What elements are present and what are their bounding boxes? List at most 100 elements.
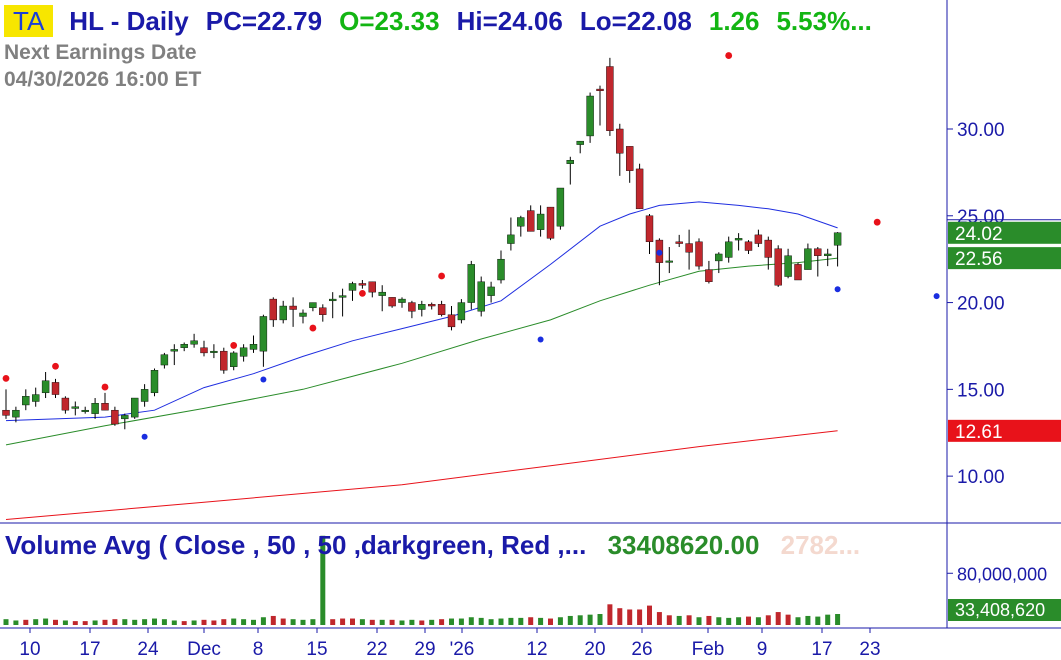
candle-up — [41, 380, 50, 394]
volume-bar-up — [399, 620, 405, 625]
volume-bar-up — [43, 618, 49, 625]
volume-bar-down — [666, 615, 672, 625]
volume-bar-up — [795, 617, 801, 625]
volume-bar-up — [171, 620, 177, 625]
volume-bar-up — [557, 617, 563, 625]
volume-bar-up — [132, 619, 138, 625]
time-tick-label: 10 — [19, 639, 40, 660]
volume-bar-up — [122, 619, 128, 625]
volume-bar-down — [280, 618, 286, 625]
volume-bar-down — [528, 617, 534, 625]
volume-bar-up — [310, 619, 316, 625]
volume-bar-down — [340, 618, 346, 625]
candle-up — [804, 248, 812, 270]
volume-study-label[interactable]: Volume Avg ( Close , 50 , 50 ,darkgreen,… — [5, 530, 587, 560]
candle-up — [91, 403, 99, 414]
candle-down — [685, 243, 693, 253]
pivot-low-dot — [537, 336, 544, 343]
volume-bar-down — [647, 605, 652, 625]
candle-down — [269, 298, 277, 321]
volume-bar-up — [458, 618, 464, 625]
volume-bar-up — [676, 615, 682, 625]
volume-bar-up — [161, 619, 167, 625]
volume-bar-down — [350, 618, 355, 625]
time-tick-label: Feb — [692, 639, 725, 660]
volume-bar-up — [815, 616, 821, 625]
candle-down — [705, 269, 713, 282]
quote-header: TA HL - Daily PC=22.79 O=23.33 Hi=24.06 … — [0, 5, 889, 37]
price-tick-label: 15.00 — [957, 380, 1005, 401]
candle-down — [428, 304, 436, 307]
candle-down — [61, 397, 70, 411]
time-tick-label: 29 — [414, 639, 435, 660]
pivot-high-dot — [2, 375, 10, 382]
volume-bar-up — [518, 617, 524, 625]
volume-bar-up — [805, 615, 811, 625]
candle-up — [150, 370, 159, 394]
volume-bar-up — [152, 618, 157, 625]
price-tick-label: 20.00 — [957, 294, 1005, 315]
candle-up — [715, 253, 723, 262]
earnings-label: Next Earnings Date — [4, 41, 197, 64]
price-tick-label: 10.00 — [957, 467, 1005, 488]
last-price-tag — [948, 221, 1061, 244]
volume-bar-up — [429, 619, 435, 625]
low-value: Lo=22.08 — [579, 5, 692, 36]
volume-bar-up — [755, 617, 761, 625]
candle-up — [824, 253, 832, 256]
candle-down — [764, 239, 772, 258]
change-value: 1.26 — [708, 5, 760, 36]
candle-up — [725, 241, 733, 258]
symbol-period[interactable]: HL - Daily — [69, 5, 189, 36]
candle-down — [645, 215, 654, 243]
volume-bar-down — [548, 618, 553, 625]
volume-bar-up — [538, 617, 544, 625]
volume-bar-up — [191, 620, 197, 625]
volume-bar-down — [211, 620, 217, 625]
candle-up — [170, 349, 179, 352]
volume-bar-up — [62, 620, 68, 625]
candle-up — [418, 304, 426, 310]
candle-up — [299, 312, 307, 317]
candle-up — [507, 234, 515, 244]
pivot-low-dot — [933, 293, 940, 300]
candle-down — [388, 297, 396, 307]
ma-long-line — [5, 430, 838, 520]
volume-bar-down — [627, 609, 633, 625]
time-tick-label: 26 — [631, 639, 652, 660]
price-tick-label: 30.00 — [957, 120, 1005, 141]
last-price-text: 24.02 — [955, 224, 1003, 245]
candle-down — [774, 248, 782, 286]
volume-bar-down — [775, 612, 781, 625]
volume-bar-up — [587, 614, 593, 625]
high-value: Hi=24.06 — [456, 5, 563, 36]
time-tick-label: 17 — [79, 639, 100, 660]
candle-up — [279, 305, 287, 321]
candle-down — [111, 409, 119, 425]
candle-down — [408, 302, 416, 312]
pivot-high-dot — [873, 218, 881, 226]
volume-bar-down — [389, 619, 395, 625]
ta-badge[interactable]: TA — [4, 5, 54, 37]
time-tick-label: 17 — [811, 639, 832, 660]
time-tick-label: 12 — [526, 639, 547, 660]
ma-short-line — [5, 201, 838, 422]
volume-bar-up — [567, 615, 573, 625]
pivot-low-dot — [141, 433, 148, 440]
candle-down — [626, 146, 634, 171]
candle-down — [616, 128, 624, 154]
volume-bar-up — [33, 619, 39, 625]
volume-bar-down — [746, 616, 751, 625]
candle-up — [130, 397, 139, 418]
candle-up — [81, 409, 89, 412]
volume-bar-down — [102, 619, 108, 625]
candle-down — [814, 248, 822, 256]
time-tick-label: 15 — [306, 639, 327, 660]
volume-bar-up — [92, 620, 98, 625]
volume-last-text: 33,408,620 — [955, 600, 1045, 620]
candle-up — [398, 298, 406, 303]
candle-up — [140, 389, 149, 402]
volume-panel — [3, 535, 841, 625]
